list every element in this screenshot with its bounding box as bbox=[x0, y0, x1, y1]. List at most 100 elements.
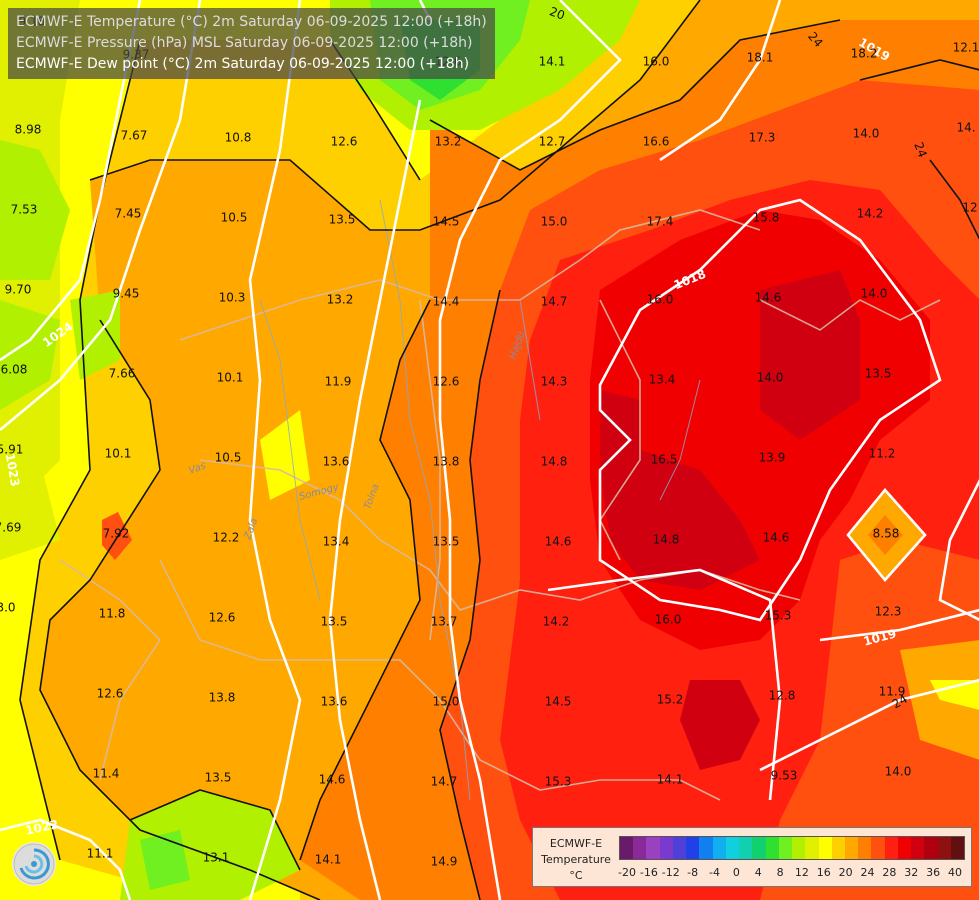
ramp-swatch bbox=[725, 837, 740, 859]
isotherm-label: 24 bbox=[890, 692, 910, 712]
dewpoint-value: 10.5 bbox=[221, 211, 248, 225]
dewpoint-value: 9.70 bbox=[5, 283, 32, 297]
dewpoint-value: 10.1 bbox=[217, 371, 244, 385]
dewpoint-value: 13.1 bbox=[203, 851, 230, 865]
ecmwf-logo bbox=[12, 842, 56, 886]
dewpoint-value: 14. bbox=[956, 121, 975, 135]
dewpoint-value: 10.3 bbox=[219, 291, 246, 305]
dewpoint-value: 13.8 bbox=[209, 691, 236, 705]
dewpoint-value: 12.6 bbox=[331, 135, 358, 149]
legend-tick: 24 bbox=[860, 866, 875, 879]
legend-tick: 20 bbox=[838, 866, 853, 879]
dewpoint-value: 14.6 bbox=[763, 531, 790, 545]
ramp-swatch bbox=[831, 837, 845, 859]
legend-tick: 0 bbox=[732, 866, 740, 879]
dewpoint-value: 11.4 bbox=[93, 767, 120, 781]
dewpoint-value: 16.0 bbox=[647, 293, 674, 307]
dewpoint-value: 14.0 bbox=[861, 287, 888, 301]
dewpoint-value: 13.6 bbox=[323, 455, 350, 469]
ramp-swatch bbox=[752, 837, 766, 859]
legend-tick: 36 bbox=[926, 866, 941, 879]
ramp-swatch bbox=[924, 837, 938, 859]
legend-tick: 40 bbox=[948, 866, 962, 879]
ramp-swatch bbox=[950, 837, 965, 859]
dewpoint-value: 15.0 bbox=[541, 215, 568, 229]
dewpoint-value: 14.5 bbox=[545, 695, 572, 709]
dewpoint-value: 13.2 bbox=[435, 135, 462, 149]
dewpoint-value: 14.1 bbox=[539, 55, 566, 69]
dewpoint-value: 16.6 bbox=[643, 135, 670, 149]
ramp-swatch bbox=[778, 837, 793, 859]
dewpoint-value: 13.2 bbox=[327, 293, 354, 307]
legend-tick: -20 bbox=[618, 866, 636, 879]
dewpoint-value: 11.2 bbox=[869, 447, 896, 461]
dewpoint-value: 17.4 bbox=[647, 215, 674, 229]
ramp-swatch bbox=[659, 837, 673, 859]
dewpoint-value: 13.8 bbox=[433, 455, 460, 469]
dewpoint-value: 13.7 bbox=[431, 615, 458, 629]
dewpoint-value: 18.2 bbox=[851, 47, 878, 61]
isotherm-label: 20 bbox=[548, 4, 567, 22]
dewpoint-value: 10.1 bbox=[105, 447, 132, 461]
dewpoint-value: 7.45 bbox=[115, 207, 142, 221]
dewpoint-title: ECMWF-E Dew point (°C) 2m Saturday 06-09… bbox=[16, 56, 470, 72]
dewpoint-value: 9.53 bbox=[771, 769, 798, 783]
dewpoint-value: 7.53 bbox=[11, 203, 38, 217]
dewpoint-value: 12.6 bbox=[209, 611, 236, 625]
temperature-title: ECMWF-E Temperature (°C) 2m Saturday 06-… bbox=[16, 14, 487, 30]
dewpoint-value: 12.3 bbox=[875, 605, 902, 619]
dewpoint-value: 13.9 bbox=[759, 451, 786, 465]
dewpoint-value: 16.0 bbox=[655, 613, 682, 627]
ramp-swatch bbox=[739, 837, 753, 859]
dewpoint-value: 18.1 bbox=[747, 51, 774, 65]
legend-ticks: -20 -16 -12 -8 -4 0 4 8 12 16 20 24 28 32 36 40 bbox=[618, 866, 963, 880]
dewpoint-value: 14.6 bbox=[319, 773, 346, 787]
dewpoint-value: 12.6 bbox=[433, 375, 460, 389]
legend-tick: 12 bbox=[794, 866, 809, 879]
dewpoint-value: 14.7 bbox=[431, 775, 458, 789]
dewpoint-value: 12.1 bbox=[953, 41, 979, 55]
dewpoint-value: 15.2 bbox=[657, 693, 684, 707]
ramp-swatch bbox=[620, 837, 634, 859]
ramp-swatch bbox=[818, 837, 832, 859]
ramp-swatch bbox=[765, 837, 779, 859]
dewpoint-value: 16.5 bbox=[651, 453, 678, 467]
temperature-legend: ECMWF-E Temperature °C -20 -16 -12 -8 -4 0 4 8 1… bbox=[532, 827, 972, 887]
dewpoint-value: 14.7 bbox=[541, 295, 568, 309]
dewpoint-value: 14.6 bbox=[755, 291, 782, 305]
ramp-swatch bbox=[937, 837, 951, 859]
dewpoint-value: 12.7 bbox=[539, 135, 566, 149]
dewpoint-value: 8.98 bbox=[15, 123, 42, 137]
swirl-icon bbox=[13, 843, 55, 885]
dewpoint-value: 11.8 bbox=[99, 607, 126, 621]
ramp-swatch bbox=[672, 837, 687, 859]
dewpoint-value: 8.58 bbox=[873, 527, 900, 541]
dewpoint-value: 14.0 bbox=[885, 765, 912, 779]
dewpoint-value: 13.4 bbox=[649, 373, 676, 387]
dewpoint-value: 16.0 bbox=[643, 55, 670, 69]
dewpoint-value: 14.8 bbox=[541, 455, 568, 469]
ramp-swatch bbox=[633, 837, 647, 859]
dewpoint-value: 13.5 bbox=[865, 367, 892, 381]
dewpoint-value: 14.0 bbox=[853, 127, 880, 141]
dewpoint-value: 11.1 bbox=[87, 847, 114, 861]
dewpoint-value: 3.0 bbox=[0, 601, 16, 615]
ramp-swatch bbox=[699, 837, 713, 859]
pressure-title: ECMWF-E Pressure (hPa) MSL Saturday 06-0… bbox=[16, 35, 473, 51]
dewpoint-value: 14.4 bbox=[433, 295, 460, 309]
dewpoint-value: 6.08 bbox=[1, 363, 28, 377]
ramp-swatch bbox=[911, 837, 925, 859]
dewpoint-value: 14.8 bbox=[653, 533, 680, 547]
dewpoint-value: 14.0 bbox=[757, 371, 784, 385]
dewpoint-value: 15.0 bbox=[433, 695, 460, 709]
ramp-swatch bbox=[712, 837, 726, 859]
dewpoint-value: 5.91 bbox=[0, 443, 23, 457]
dewpoint-value: 13.5 bbox=[205, 771, 232, 785]
legend-tick: 8 bbox=[776, 866, 784, 879]
dewpoint-values: 9.189.3712.614.116.018.118.212.18.987.67… bbox=[0, 15, 979, 869]
ramp-swatch bbox=[805, 837, 819, 859]
legend-tick: -12 bbox=[661, 866, 680, 879]
